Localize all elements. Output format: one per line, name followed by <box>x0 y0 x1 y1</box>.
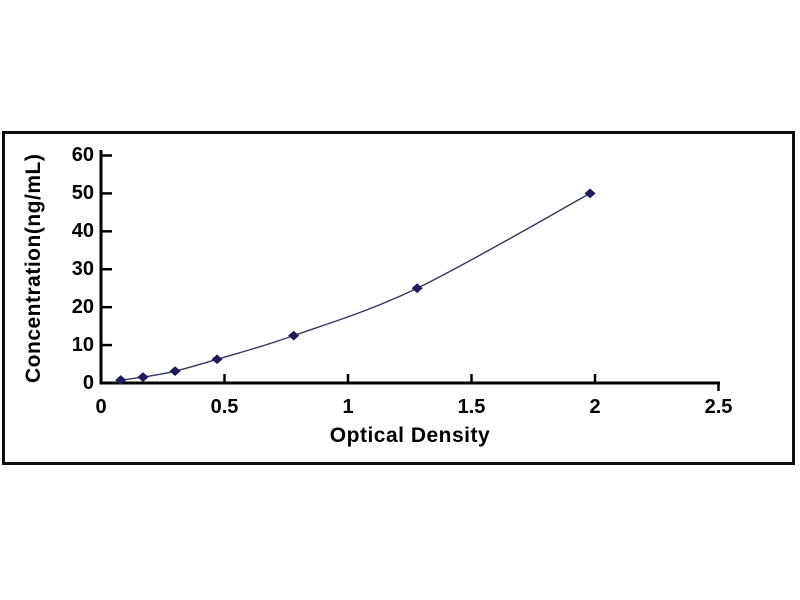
x-tick-label: 0.5 <box>210 396 239 418</box>
y-tick-label: 0 <box>82 372 94 394</box>
data-point-marker <box>137 372 149 382</box>
data-point-marker <box>411 283 423 294</box>
x-tick-label: 2.5 <box>704 396 733 418</box>
plot-frame <box>2 131 795 465</box>
data-point-marker <box>584 188 596 199</box>
y-tick-label: 10 <box>71 334 94 357</box>
y-axis-title: Concentration(ng/mL) <box>22 153 45 383</box>
x-tick-label: 1 <box>342 396 354 418</box>
y-tick-label: 20 <box>71 296 94 319</box>
y-tick-label: 60 <box>71 144 94 167</box>
y-tick-label: 50 <box>71 182 94 205</box>
x-tick-label: 1.5 <box>457 396 486 418</box>
x-tick-label: 0 <box>95 396 107 418</box>
data-point-marker <box>211 354 223 365</box>
x-tick-label: 2 <box>589 396 601 418</box>
y-tick-label: 30 <box>71 258 94 281</box>
x-axis-title: Optical Density <box>329 424 491 447</box>
data-point-marker <box>115 375 127 385</box>
standard-curve-line <box>120 192 591 381</box>
data-point-marker <box>169 366 181 377</box>
y-tick-label: 40 <box>71 220 94 243</box>
data-point-marker <box>288 330 300 341</box>
